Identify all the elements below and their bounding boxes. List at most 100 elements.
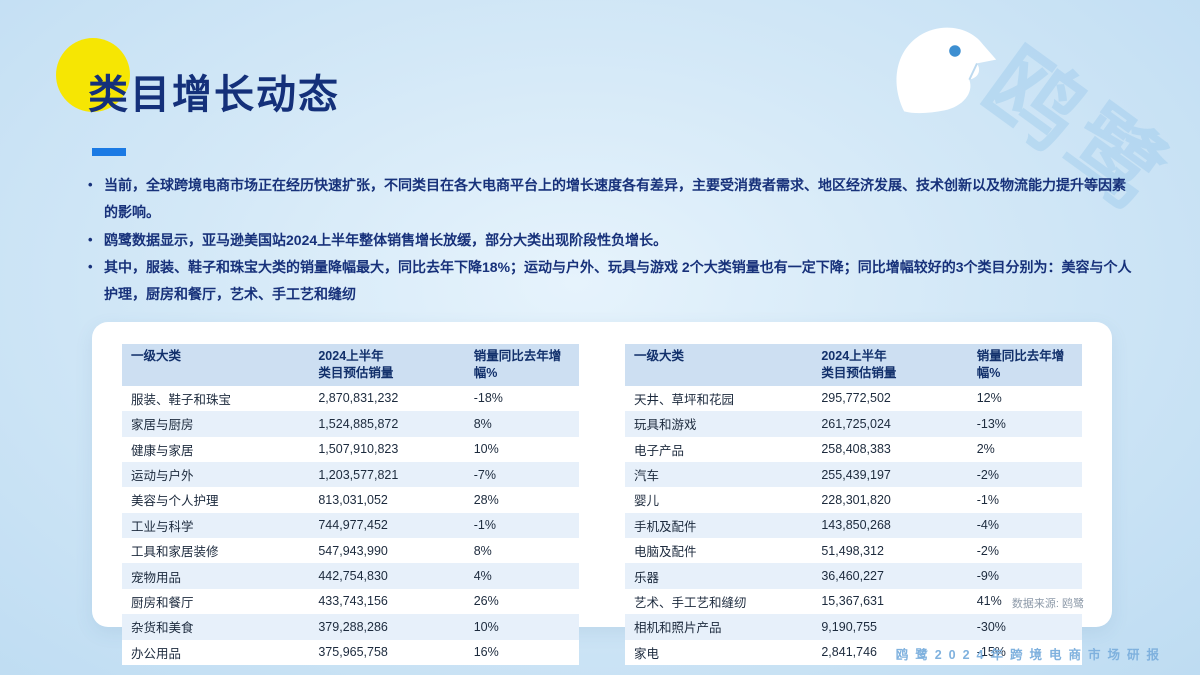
sales-cell: 1,524,885,872 xyxy=(318,416,399,431)
growth-cell: 28% xyxy=(473,492,499,507)
data-card: 一级大类 2024上半年 类目预估销量 销量同比去年增 幅% 服装、鞋子和珠宝 2… xyxy=(92,322,1112,665)
sales-cell: 2,841,746 xyxy=(821,645,877,660)
sales-cell: 744,977,452 xyxy=(318,518,388,533)
category-cell: 乐器 xyxy=(634,570,660,585)
table-row: 天井、草坪和花园 295,772,502 12% xyxy=(625,385,1082,412)
growth-cell: 16% xyxy=(473,645,499,660)
category-cell: 电脑及配件 xyxy=(634,545,697,560)
sales-cell: 433,743,156 xyxy=(318,594,388,609)
table-header-row: 一级大类 2024上半年 类目预估销量 销量同比去年增 幅% xyxy=(625,344,1082,386)
category-cell: 办公用品 xyxy=(131,646,182,661)
category-cell: 手机及配件 xyxy=(634,519,697,534)
sales-cell: 36,460,227 xyxy=(821,569,884,584)
table-row: 婴儿 228,301,820 -1% xyxy=(625,487,1082,513)
growth-cell: 10% xyxy=(473,442,499,457)
sales-cell: 1,507,910,823 xyxy=(318,442,399,457)
sales-cell: 9,190,755 xyxy=(821,619,877,634)
table-row: 汽车 255,439,197 -2% xyxy=(625,461,1082,488)
category-cell: 玩具和游戏 xyxy=(634,418,697,433)
table-row: 厨房和餐厅 433,743,156 26% xyxy=(122,588,579,615)
sales-cell: 258,408,383 xyxy=(821,442,891,457)
sales-cell: 2,870,831,232 xyxy=(318,391,399,406)
column-header-sales: 2024上半年 类目预估销量 xyxy=(309,344,465,386)
table-body-right: 天井、草坪和花园 295,772,502 12% 玩具和游戏 261,725,024 -1… xyxy=(625,385,1082,665)
category-cell: 宠物用品 xyxy=(131,570,182,585)
footer-text: 鸥鹭2024年跨境电商市场研报 xyxy=(895,648,1166,662)
table-body-left: 服装、鞋子和珠宝 2,870,831,232 -18% 家居与厨房 1,524,885,… xyxy=(122,385,579,665)
summary-bullets: 当前，全球跨境电商市场正在经历快速扩张，不同类目在各大电商平台上的增长速度各有差… xyxy=(88,172,1132,308)
category-cell: 健康与家居 xyxy=(131,443,194,458)
category-cell: 天井、草坪和花园 xyxy=(634,392,735,407)
table-row: 工业与科学 744,977,452 -1% xyxy=(122,512,579,538)
category-cell: 运动与户外 xyxy=(131,469,194,484)
sales-cell: 1,203,577,821 xyxy=(318,467,399,482)
category-cell: 工业与科学 xyxy=(131,519,194,534)
category-cell: 相机和照片产品 xyxy=(634,621,722,636)
growth-cell: -15% xyxy=(976,645,1006,660)
growth-cell: 8% xyxy=(473,416,492,431)
category-cell: 电子产品 xyxy=(634,443,685,458)
table-row: 相机和照片产品 9,190,755 -30% xyxy=(625,614,1082,640)
category-cell: 服装、鞋子和珠宝 xyxy=(131,392,232,407)
growth-cell: -9% xyxy=(976,569,999,584)
category-cell: 美容与个人护理 xyxy=(131,494,219,509)
table-row: 乐器 36,460,227 -9% xyxy=(625,563,1082,589)
sales-cell: 442,754,830 xyxy=(318,569,388,584)
table-row: 杂货和美食 379,288,286 10% xyxy=(122,614,579,640)
column-header-category: 一级大类 xyxy=(625,344,813,386)
table-row: 手机及配件 143,850,268 -4% xyxy=(625,512,1082,538)
growth-cell: -13% xyxy=(976,416,1006,431)
category-cell: 艺术、手工艺和缝纫 xyxy=(634,595,747,610)
growth-cell: -30% xyxy=(976,619,1006,634)
table-row: 办公用品 375,965,758 16% xyxy=(122,639,579,665)
bullet-item: 其中，服装、鞋子和珠宝大类的销量降幅最大，同比去年下降18%；运动与户外、玩具与… xyxy=(88,254,1132,309)
bullet-item: 当前，全球跨境电商市场正在经历快速扩张，不同类目在各大电商平台上的增长速度各有差… xyxy=(88,172,1132,227)
data-source-note: 数据来源: 鸥鹭 xyxy=(1011,598,1084,610)
growth-cell: -2% xyxy=(976,467,999,482)
sales-cell: 255,439,197 xyxy=(821,467,891,482)
category-cell: 家电 xyxy=(634,646,660,661)
sales-cell: 547,943,990 xyxy=(318,543,388,558)
growth-cell: 10% xyxy=(473,619,499,634)
sales-cell: 15,367,631 xyxy=(821,594,884,609)
table-row: 玩具和游戏 261,725,024 -13% xyxy=(625,411,1082,437)
table-row: 家居与厨房 1,524,885,872 8% xyxy=(122,411,579,437)
table-row: 艺术、手工艺和缝纫 15,367,631 41% xyxy=(625,588,1082,615)
growth-cell: -4% xyxy=(976,518,999,533)
table-row: 家电 2,841,746 -15% xyxy=(625,639,1082,665)
growth-cell: 26% xyxy=(473,594,499,609)
table-row: 服装、鞋子和珠宝 2,870,831,232 -18% xyxy=(122,385,579,412)
column-header-sales: 2024上半年 类目预估销量 xyxy=(812,344,968,386)
category-cell: 厨房和餐厅 xyxy=(131,595,194,610)
category-cell: 杂货和美食 xyxy=(131,621,194,636)
column-header-growth: 销量同比去年增 幅% xyxy=(967,344,1082,386)
title-block: 类目增长动态 xyxy=(56,38,340,120)
growth-cell: 2% xyxy=(976,442,995,457)
sales-cell: 295,772,502 xyxy=(821,391,891,406)
category-table-right: 一级大类 2024上半年 类目预估销量 销量同比去年增 幅% 天井、草坪和花园 2… xyxy=(625,344,1082,665)
sales-cell: 143,850,268 xyxy=(821,518,891,533)
growth-cell: -2% xyxy=(976,543,999,558)
growth-cell: -1% xyxy=(473,518,496,533)
table-row: 健康与家居 1,507,910,823 10% xyxy=(122,436,579,462)
sales-cell: 375,965,758 xyxy=(318,645,388,660)
title-underline xyxy=(92,148,126,156)
growth-cell: -7% xyxy=(473,467,496,482)
category-cell: 汽车 xyxy=(634,469,660,484)
table-header-row: 一级大类 2024上半年 类目预估销量 销量同比去年增 幅% xyxy=(122,344,579,386)
sales-cell: 228,301,820 xyxy=(821,492,891,507)
growth-cell: 8% xyxy=(473,543,492,558)
category-cell: 婴儿 xyxy=(634,494,660,509)
growth-cell: 12% xyxy=(976,391,1002,406)
table-row: 运动与户外 1,203,577,821 -7% xyxy=(122,461,579,488)
tables-container: 一级大类 2024上半年 类目预估销量 销量同比去年增 幅% 服装、鞋子和珠宝 2… xyxy=(92,322,1112,665)
table-row: 工具和家居装修 547,943,990 8% xyxy=(122,538,579,564)
table-row: 电子产品 258,408,383 2% xyxy=(625,436,1082,462)
page-title: 类目增长动态 xyxy=(88,73,340,117)
growth-cell: 41% xyxy=(976,594,1002,609)
column-header-growth: 销量同比去年增 幅% xyxy=(464,344,579,386)
growth-cell: -1% xyxy=(976,492,999,507)
table-row: 宠物用品 442,754,830 4% xyxy=(122,563,579,589)
title-accent-circle xyxy=(56,38,130,112)
bullet-item: 鸥鹭数据显示，亚马逊美国站2024上半年整体销售增长放缓，部分大类出现阶段性负增… xyxy=(88,227,1132,254)
